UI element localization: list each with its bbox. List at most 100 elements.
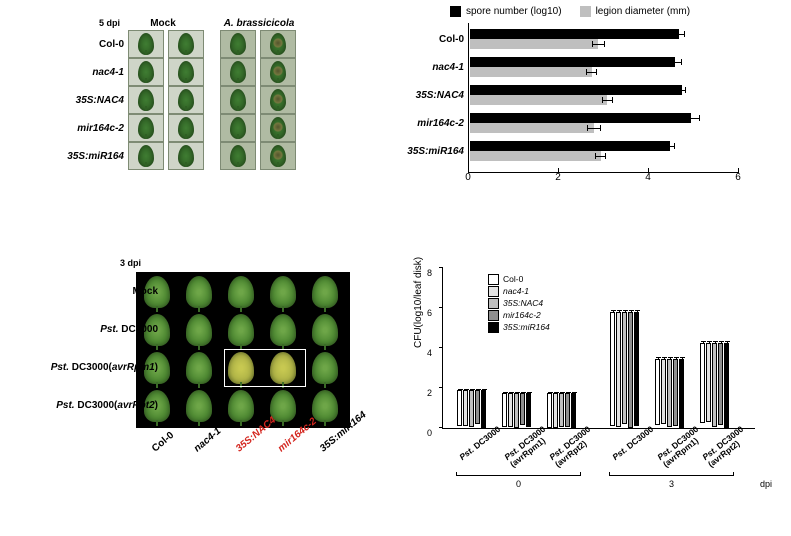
panel-c-col-label: nac4-1 xyxy=(192,426,223,455)
panel-d-ytick: 0 xyxy=(427,428,432,438)
panel-d-bar xyxy=(514,393,519,428)
panel-d-x-label: Pst. DC3000(avrRpt2) xyxy=(701,425,751,469)
panel-a-leaf-cell xyxy=(260,86,296,114)
panel-d-bar xyxy=(508,393,513,427)
panel-d-bar xyxy=(463,390,468,426)
panel-d-bar xyxy=(559,393,564,427)
panel-d-bar-group xyxy=(700,343,729,428)
leaf-icon xyxy=(178,145,194,167)
panel-d-legend-item: 35S:miR164 xyxy=(488,321,550,333)
panel-b-xtick: 4 xyxy=(645,172,651,183)
panel-d-x-label: Pst. DC3000(avrRpt2) xyxy=(548,425,598,469)
panel-a-leaf-cell xyxy=(168,86,204,114)
panel-d-dpi-value: 3 xyxy=(669,479,674,489)
panel-b-swatch-spore xyxy=(450,6,461,17)
panel-a-leaf-cell xyxy=(260,58,296,86)
panel-a-row-label: mir164c-2 xyxy=(52,123,128,134)
panel-d-legend-label: mir164c-2 xyxy=(503,309,541,321)
panel-b-xtick: 6 xyxy=(735,172,741,183)
panel-a-row: mir164c-2 xyxy=(52,115,372,141)
panel-a-row-label: 35S:miR164 xyxy=(52,151,128,162)
panel-d-plot-area: CFU(log10/leaf disk) Col-0nac4-135S:NAC4… xyxy=(442,268,755,429)
panel-d-bar-group xyxy=(547,393,576,428)
panel-d-bar xyxy=(673,359,678,426)
leaf-icon xyxy=(312,276,338,308)
panel-a-leaf-cell xyxy=(128,86,164,114)
leaf-icon xyxy=(228,314,254,346)
leaf-icon xyxy=(178,117,194,139)
leaf-icon xyxy=(270,145,286,167)
lesion-icon xyxy=(273,38,283,48)
panel-b-bar-spore xyxy=(470,141,670,151)
panel-a-leaf-cell xyxy=(128,30,164,58)
panel-d-x-label: Pst. DC3000 xyxy=(611,425,655,462)
leaf-icon xyxy=(178,89,194,111)
panel-a-leaf-cell xyxy=(260,142,296,170)
panel-d-y-label: CFU(log10/leaf disk) xyxy=(413,257,424,348)
panel-d-bar xyxy=(553,393,558,428)
leaf-icon xyxy=(270,390,296,422)
panel-a-rows: Col-0 nac4-1 35S:NAC4 mir164c-2 35S:miR164 xyxy=(52,31,372,169)
panel-b-row: 35S:NAC4 xyxy=(396,83,740,107)
panel-d-bar xyxy=(700,343,705,423)
leaf-icon xyxy=(230,61,246,83)
leaf-icon xyxy=(270,117,286,139)
panel-a-row: 35S:miR164 xyxy=(52,143,372,169)
panel-d-dpi-brace xyxy=(609,475,734,477)
panel-a-row-label: 35S:NAC4 xyxy=(52,95,128,106)
leaf-icon xyxy=(312,352,338,384)
panel-c-row-label: Pst. DC3000(avrRpt2) xyxy=(56,400,158,411)
panel-b-bar-chart: spore number (log10) legion diameter (mm… xyxy=(396,6,744,206)
panel-d-bar xyxy=(706,343,711,422)
panel-b-row: Col-0 xyxy=(396,27,740,51)
panel-a-leaf-cell xyxy=(260,30,296,58)
leaf-icon xyxy=(228,276,254,308)
panel-a-row-label: Col-0 xyxy=(52,39,128,50)
leaf-icon xyxy=(186,276,212,308)
panel-d-dpi-axis-label: dpi xyxy=(760,479,772,489)
panel-a-leaf-cell xyxy=(128,58,164,86)
panel-d-bar-group xyxy=(502,393,531,428)
panel-d-dpi-brace xyxy=(456,475,581,477)
panel-b-plot-area: 0246Col-0nac4-135S:NAC4mir164c-235S:miR1… xyxy=(396,23,744,183)
panel-b-legend-lesion: legion diameter (mm) xyxy=(580,6,690,17)
panel-d-bar xyxy=(616,312,621,427)
panel-d-bar xyxy=(610,312,615,426)
panel-d-bar-chart: CFU(log10/leaf disk) Col-0nac4-135S:NAC4… xyxy=(408,268,754,500)
panel-a-row: 35S:NAC4 xyxy=(52,87,372,113)
panel-d-bar-group xyxy=(457,390,486,428)
leaf-icon xyxy=(230,117,246,139)
panel-d-x-label: Pst. DC3000(avrRpm1) xyxy=(656,425,706,469)
leaf-icon xyxy=(138,89,154,111)
panel-d-bar xyxy=(634,312,639,426)
panel-d-bar xyxy=(547,393,552,428)
panel-d-legend-swatch xyxy=(488,286,499,297)
panel-d-legend-swatch xyxy=(488,322,499,333)
panel-d-bar xyxy=(502,393,507,427)
leaf-icon xyxy=(138,61,154,83)
panel-d-bar xyxy=(712,343,717,427)
leaf-icon xyxy=(178,33,194,55)
leaf-icon xyxy=(312,390,338,422)
panel-a-header: 5 dpi Mock A. brassicicola xyxy=(52,18,372,29)
panel-b-bar-spore xyxy=(470,57,675,67)
panel-d-legend-item: Col-0 xyxy=(488,273,550,285)
panel-a-leaf-cell xyxy=(220,30,256,58)
panel-c-row-label: Mock xyxy=(132,286,158,297)
panel-c-grid xyxy=(136,272,350,428)
panel-d-legend-swatch xyxy=(488,310,499,321)
panel-d-legend-item: mir164c-2 xyxy=(488,309,550,321)
panel-d-ytick: 2 xyxy=(427,388,432,398)
panel-b-row-label: Col-0 xyxy=(396,34,470,45)
panel-b-row: 35S:miR164 xyxy=(396,139,740,163)
panel-a-leaf-cell xyxy=(168,142,204,170)
panel-a-row: nac4-1 xyxy=(52,59,372,85)
leaf-icon xyxy=(230,145,246,167)
panel-b-row-label: 35S:miR164 xyxy=(396,146,470,157)
leaf-icon xyxy=(138,33,154,55)
panel-c-row-label: Pst. DC3000(avrRpm1) xyxy=(51,362,158,373)
leaf-icon xyxy=(138,117,154,139)
panel-d-bar-group xyxy=(655,359,684,428)
panel-d-legend-item: 35S:NAC4 xyxy=(488,297,550,309)
panel-b-bar-spore xyxy=(470,85,682,95)
